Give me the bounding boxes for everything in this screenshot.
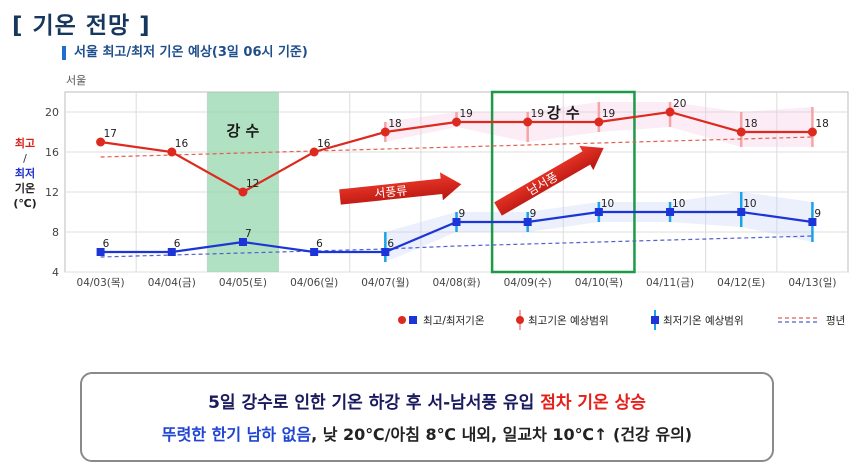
max-temp-point [380, 127, 390, 137]
y-axis-label-unit1: 기온 [14, 182, 36, 195]
max-temp-label: 20 [673, 98, 686, 110]
min-temp-point [737, 208, 746, 216]
min-temp-label: 6 [387, 238, 394, 250]
min-temp-point [381, 248, 390, 256]
max-temp-point [167, 147, 177, 157]
summary-line-2-emphasis: 뚜렷한 한기 남하 없음 [161, 425, 312, 444]
y-tick-label: 4 [52, 266, 59, 279]
wind-arrow-west-shape [339, 172, 462, 205]
y-axis-label-min: 최저 [14, 167, 36, 180]
max-temp-label: 18 [815, 118, 828, 130]
x-tick-label: 04/05(토) [219, 277, 267, 289]
min-temp-label: 9 [814, 208, 821, 220]
min-temp-point [310, 248, 319, 256]
x-tick-label: 04/06(일) [290, 276, 338, 289]
max-temp-point [594, 117, 604, 127]
max-temp-point [665, 107, 675, 117]
legend-min-range-marker [651, 316, 659, 324]
y-tick-label: 20 [45, 106, 59, 119]
y-axis-label-unit2: (℃) [13, 197, 37, 210]
legend-max-marker [398, 316, 406, 324]
legend-item-1: 최고/최저기온 [423, 315, 485, 327]
y-tick-label: 16 [45, 146, 59, 159]
min-temp-label: 6 [103, 238, 110, 250]
y-axis-label: 최고 / 최저 기온 (℃) [8, 136, 42, 211]
rain-label-2: 강 수 [547, 104, 580, 122]
min-temp-label: 10 [601, 198, 614, 210]
max-temp-point [523, 117, 533, 127]
y-axis-label-slash: / [23, 152, 27, 165]
min-temp-label: 9 [530, 208, 537, 220]
legend-item-2: 최고기온 예상범위 [528, 314, 609, 327]
max-temp-label: 17 [104, 128, 117, 140]
max-temp-label: 18 [744, 118, 757, 130]
max-temp-point [238, 187, 248, 197]
wind-arrow-west-label: 서풍류 [374, 183, 408, 200]
x-tick-label: 04/12(토) [717, 277, 765, 289]
min-temp-point [452, 218, 461, 226]
max-temp-point [807, 127, 817, 137]
summary-line-1-main: 5일 강수로 인한 기온 하강 후 서-남서풍 유입 [208, 393, 541, 413]
max-temp-label: 12 [246, 178, 259, 190]
max-temp-label: 19 [460, 108, 473, 120]
max-temp-label: 16 [317, 138, 331, 150]
min-temp-label: 6 [316, 238, 323, 250]
summary-line-2-main: , 낮 20℃/아침 8℃ 내외, 일교차 10℃↑ (건강 유의) [311, 425, 693, 444]
city-label: 서울 [66, 74, 87, 87]
min-temp-point [594, 208, 603, 216]
x-tick-label: 04/10(목) [575, 277, 623, 289]
legend-item-3: 최저기온 예상범위 [663, 314, 744, 327]
x-tick-label: 04/13(일) [788, 276, 836, 289]
legend-min-marker [409, 316, 417, 324]
max-temp-point [452, 117, 461, 127]
min-temp-point [666, 208, 675, 216]
y-axis-label-max: 최고 [14, 137, 36, 150]
max-temp-label: 18 [388, 118, 401, 130]
summary-line-1: 5일 강수로 인한 기온 하강 후 서-남서풍 유입 점차 기온 상승 [82, 388, 772, 413]
chart-subtitle: 서울 최고/최저 기온 예상(3일 06시 기준) [62, 46, 308, 60]
page-heading: [ 기온 전망 ] [12, 13, 151, 39]
x-tick-label: 04/03(목) [77, 277, 125, 289]
min-temp-label: 10 [743, 198, 756, 210]
max-temp-point [309, 147, 319, 157]
min-temp-point [238, 238, 247, 246]
wind-arrow-west: 서풍류 [339, 172, 462, 205]
max-temp-point [736, 127, 746, 137]
min-temp-point [808, 218, 817, 226]
min-temp-point [167, 248, 176, 256]
x-tick-label: 04/11(금) [646, 277, 694, 289]
rain-box-0409-0410 [490, 90, 636, 274]
max-temp-point [96, 137, 106, 147]
min-temp-label: 7 [245, 228, 252, 240]
y-tick-label: 8 [52, 226, 59, 239]
min-temp-label: 9 [459, 208, 466, 220]
summary-line-2: 뚜렷한 한기 남하 없음, 낮 20℃/아침 8℃ 내외, 일교차 10℃↑ (… [82, 421, 772, 445]
y-tick-label: 12 [45, 186, 59, 199]
max-temp-label: 19 [602, 108, 615, 120]
max-temp-label: 16 [175, 138, 189, 150]
legend-max-range-marker [516, 316, 524, 324]
summary-line-1-emphasis: 점차 기온 상승 [540, 393, 646, 413]
x-tick-label: 04/08(화) [432, 277, 480, 289]
x-tick-label: 04/09(수) [504, 277, 552, 289]
x-tick-label: 04/04(금) [148, 277, 196, 289]
wind-arrow-southwest-shape [494, 145, 604, 216]
min-temp-label: 6 [174, 238, 181, 250]
max-temp-label: 19 [531, 108, 544, 120]
rain-label-1: 강 수 [227, 122, 260, 140]
min-temp-label: 10 [672, 198, 685, 210]
x-tick-label: 04/07(월) [361, 277, 409, 289]
legend-item-4: 평년 [826, 315, 845, 327]
min-temp-point [523, 218, 532, 226]
summary-box: 5일 강수로 인한 기온 하강 후 서-남서풍 유입 점차 기온 상승 뚜렷한 … [80, 372, 774, 462]
min-range-band [385, 192, 813, 262]
min-temp-point [96, 248, 105, 256]
